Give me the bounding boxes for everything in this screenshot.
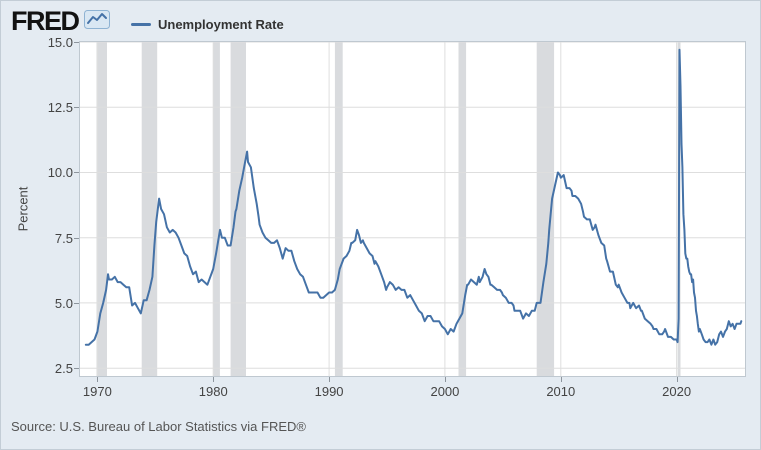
recession-band [334,42,343,376]
x-tick-mark [97,377,99,382]
x-tick-label: 1990 [314,384,344,399]
y-tick-mark [74,237,79,239]
x-tick-mark [560,377,562,382]
legend-series-label: Unemployment Rate [158,17,284,32]
unemployment-rate-line [84,48,743,346]
recession-band [213,42,220,376]
y-tick-label: 7.5 [54,230,73,246]
y-tick-mark [74,302,79,304]
recession-band [96,42,107,376]
y-axis-title: Percent [15,186,31,232]
chart-canvas[interactable] [80,42,745,376]
chart-legend: Unemployment Rate [131,17,284,32]
x-tick-label: 2000 [430,384,460,399]
y-tick-mark [74,107,79,109]
recession-band [141,42,158,376]
legend-line-swatch [131,23,151,26]
y-tick-label: 12.5 [47,100,73,116]
recession-band [458,42,467,376]
x-tick-mark [676,377,678,382]
source-attribution: Source: U.S. Bureau of Labor Statistics … [11,419,306,434]
y-tick-label: 10.0 [47,165,73,181]
recession-band [230,42,246,376]
y-tick-label: 5.0 [54,295,73,311]
y-tick-mark [74,42,79,43]
y-tick-label: 15.0 [47,35,73,50]
x-tick-label: 1970 [82,384,112,399]
x-tick-label: 2010 [546,384,576,399]
x-tick-mark [444,377,446,382]
fred-logo[interactable]: FRED [11,6,110,37]
y-tick-mark [74,368,79,370]
fred-logo-text: FRED [11,6,80,36]
y-tick-label: 2.5 [54,361,73,377]
fred-logo-sparkline-icon [83,9,110,34]
x-tick-mark [329,377,331,382]
x-tick-label: 2020 [662,384,692,399]
y-tick-mark [74,172,79,174]
plot-area[interactable] [79,41,746,377]
x-tick-mark [213,377,215,382]
x-tick-label: 1980 [198,384,228,399]
